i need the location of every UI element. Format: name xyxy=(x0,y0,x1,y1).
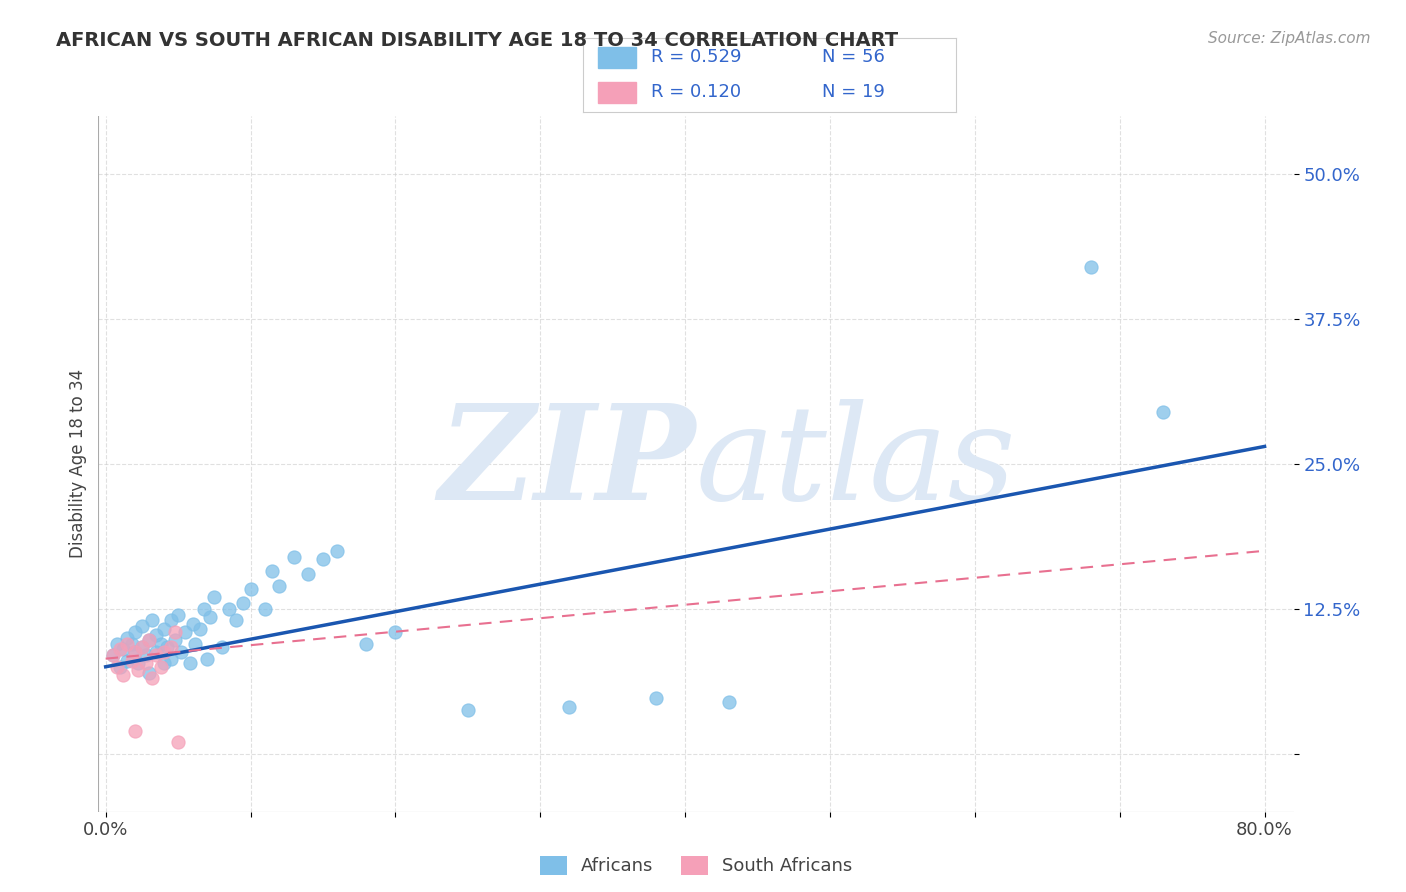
Text: AFRICAN VS SOUTH AFRICAN DISABILITY AGE 18 TO 34 CORRELATION CHART: AFRICAN VS SOUTH AFRICAN DISABILITY AGE … xyxy=(56,31,898,50)
Legend: Africans, South Africans: Africans, South Africans xyxy=(533,849,859,883)
Point xyxy=(167,735,190,749)
Point xyxy=(165,633,187,648)
Point xyxy=(457,703,479,717)
Point xyxy=(101,648,124,662)
Point xyxy=(127,657,149,671)
Bar xyxy=(599,47,636,68)
Point xyxy=(121,654,143,668)
Point xyxy=(141,671,163,685)
Text: R = 0.120: R = 0.120 xyxy=(651,84,741,102)
Point xyxy=(1152,405,1174,419)
Point xyxy=(253,602,276,616)
Point xyxy=(211,640,233,654)
Text: atlas: atlas xyxy=(696,400,1017,528)
Point xyxy=(124,645,146,659)
Point xyxy=(225,614,247,628)
Point xyxy=(160,640,183,654)
Point xyxy=(193,602,215,616)
Y-axis label: Disability Age 18 to 34: Disability Age 18 to 34 xyxy=(69,369,87,558)
Point xyxy=(184,637,207,651)
Point xyxy=(117,637,139,651)
Point xyxy=(131,640,153,654)
Point xyxy=(218,602,240,616)
Point xyxy=(160,614,183,628)
Point xyxy=(149,637,172,651)
Point xyxy=(105,660,128,674)
Point xyxy=(297,567,319,582)
Text: N = 56: N = 56 xyxy=(823,48,884,66)
Point xyxy=(198,610,221,624)
Point xyxy=(135,657,157,671)
Point xyxy=(558,700,581,714)
Point xyxy=(152,645,174,659)
Point xyxy=(117,654,139,668)
Point xyxy=(145,628,167,642)
Point xyxy=(101,648,124,662)
Point xyxy=(232,596,254,610)
Bar xyxy=(599,82,636,103)
Point xyxy=(283,549,305,564)
Text: ZIP: ZIP xyxy=(439,400,696,528)
Point xyxy=(145,648,167,662)
Point xyxy=(105,637,128,651)
Point xyxy=(131,640,153,654)
Point xyxy=(152,622,174,636)
Point xyxy=(170,645,193,659)
Point xyxy=(145,645,167,659)
Point xyxy=(131,619,153,633)
Point xyxy=(108,660,131,674)
Point xyxy=(717,694,740,708)
Point xyxy=(112,642,135,657)
Text: R = 0.529: R = 0.529 xyxy=(651,48,741,66)
Point xyxy=(167,607,190,622)
Point xyxy=(149,660,172,674)
Point xyxy=(384,624,406,639)
Point xyxy=(312,552,335,566)
Point xyxy=(124,723,146,738)
Point xyxy=(181,616,204,631)
Point xyxy=(645,691,668,706)
Point xyxy=(124,645,146,659)
Point xyxy=(135,648,157,662)
Point xyxy=(138,633,160,648)
Point xyxy=(202,591,225,605)
Point xyxy=(188,622,211,636)
Point xyxy=(262,564,284,578)
Point xyxy=(239,582,262,596)
Point xyxy=(174,624,197,639)
Text: N = 19: N = 19 xyxy=(823,84,884,102)
Point xyxy=(356,637,378,651)
Point xyxy=(138,665,160,680)
Point xyxy=(124,624,146,639)
Point xyxy=(121,637,143,651)
Point xyxy=(1080,260,1102,274)
Point xyxy=(141,614,163,628)
Point xyxy=(127,663,149,677)
Text: Source: ZipAtlas.com: Source: ZipAtlas.com xyxy=(1208,31,1371,46)
Point xyxy=(155,640,177,654)
Point xyxy=(152,657,174,671)
Point xyxy=(179,657,201,671)
Point xyxy=(160,651,183,665)
Point xyxy=(326,544,349,558)
Point xyxy=(165,624,187,639)
Point xyxy=(195,651,218,665)
Point xyxy=(117,631,139,645)
Point xyxy=(269,579,291,593)
Point xyxy=(108,642,131,657)
Point xyxy=(138,633,160,648)
Point xyxy=(112,668,135,682)
